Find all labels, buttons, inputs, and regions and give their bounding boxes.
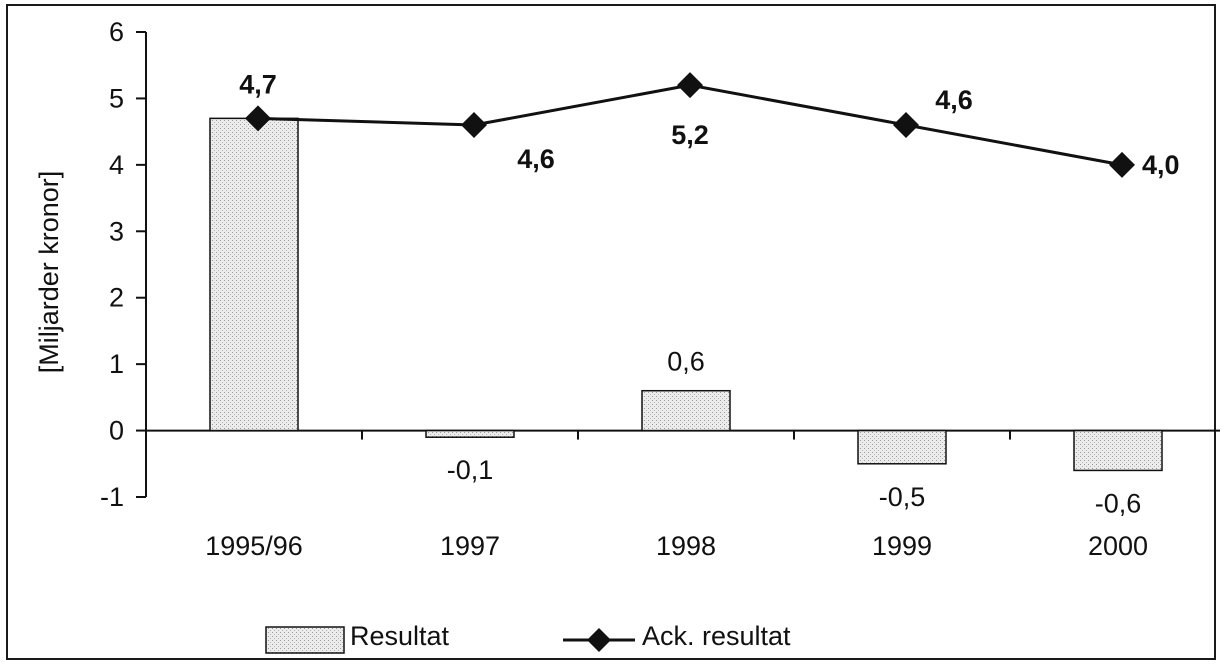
- y-axis-title: [Miljarder kronor]: [34, 171, 64, 374]
- x-tick-label: 1997: [440, 531, 500, 561]
- bar-value-label: -0,1: [447, 455, 494, 485]
- y-tick-label: 5: [109, 83, 124, 113]
- line-value-label: 4,0: [1142, 150, 1180, 180]
- y-tick-label: -1: [100, 482, 124, 512]
- y-tick-label: 2: [109, 283, 124, 313]
- bar: [857, 429, 947, 465]
- x-tick-label: 2000: [1088, 531, 1148, 561]
- bar-value-label: -0,6: [1095, 488, 1142, 518]
- line-marker: [893, 112, 919, 138]
- x-tick-label: 1999: [872, 531, 932, 561]
- line-marker: [461, 112, 487, 138]
- line-value-label: 4,6: [935, 85, 973, 115]
- y-tick-label: 1: [109, 349, 124, 379]
- bar: [425, 429, 515, 438]
- y-tick-label: 0: [109, 416, 124, 446]
- bar: [209, 117, 299, 432]
- legend-swatch-resultat: [265, 626, 345, 654]
- line-value-label: 5,2: [671, 120, 709, 150]
- line-value-label: 4,7: [239, 69, 277, 99]
- x-tick-label: 1995/96: [205, 531, 303, 561]
- data-labels: -0,1 0,6 -0,5 -0,6 4,7 4,6 5,2 4,6 4,0: [239, 69, 1179, 518]
- y-tick-label: 6: [109, 17, 124, 47]
- line-marker: [1109, 151, 1135, 178]
- legend-label-ack-resultat: Ack. resultat: [642, 621, 791, 651]
- x-tick-label: 1998: [656, 531, 716, 561]
- y-tick-label: 3: [109, 216, 124, 246]
- line-series: [245, 72, 1135, 178]
- legend: Resultat Ack. resultat: [265, 621, 791, 654]
- bars: [209, 117, 1163, 472]
- y-tick-label: 4: [109, 150, 124, 180]
- line-marker: [677, 72, 703, 99]
- legend-marker-ack: [587, 628, 611, 652]
- line-marker: [245, 105, 271, 132]
- line-value-label: 4,6: [517, 144, 555, 174]
- axes: 6 5 4 3 2 1 0 -1 1995/96 1997 1998 1999 2000: [100, 17, 1220, 561]
- bar-value-label: -0,5: [879, 482, 926, 512]
- bar-value-label: 0,6: [667, 347, 705, 377]
- bar: [1073, 429, 1163, 472]
- chart-frame: [6, 4, 1216, 660]
- legend-label-resultat: Resultat: [350, 621, 450, 651]
- bar: [641, 389, 731, 432]
